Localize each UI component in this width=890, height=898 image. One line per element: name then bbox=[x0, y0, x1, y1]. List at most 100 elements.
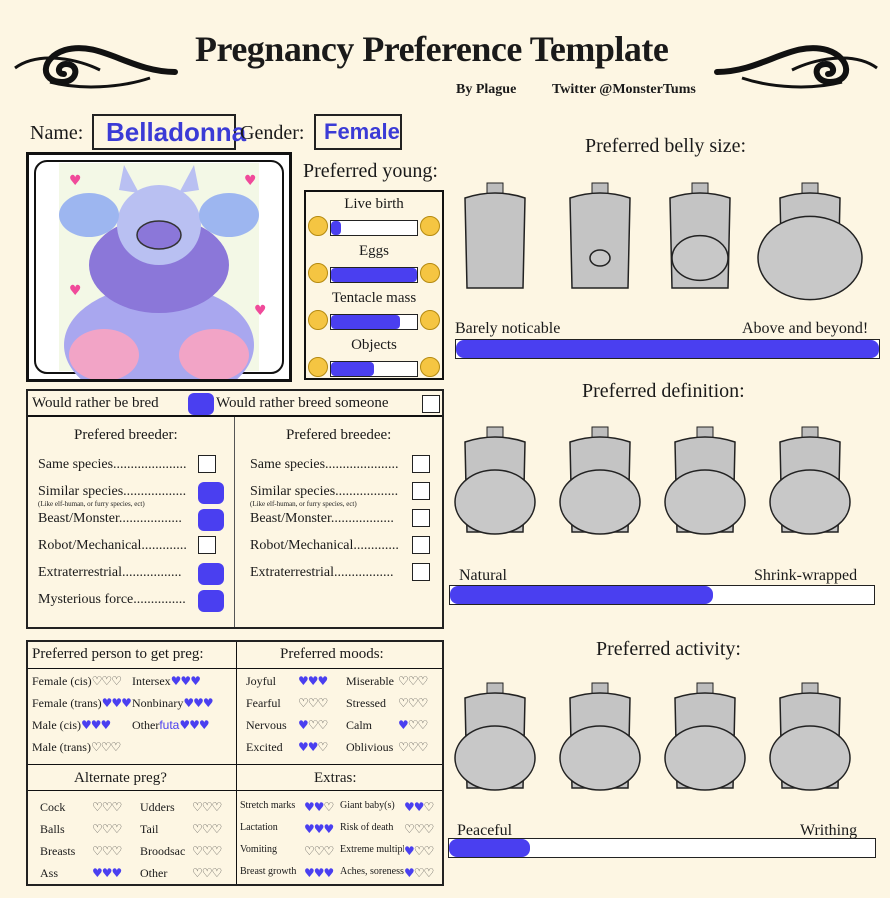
heart-icon: ♡ bbox=[413, 822, 425, 836]
heart-rating[interactable]: ♥♥♥ bbox=[304, 866, 334, 880]
heart-rating[interactable]: ♥♥♡ bbox=[298, 740, 328, 754]
young-preference-bar[interactable] bbox=[330, 361, 418, 377]
alternate-item-label: Breasts bbox=[40, 844, 76, 858]
torso-illustrations bbox=[454, 182, 863, 791]
heart-icon: ♡ bbox=[201, 822, 213, 836]
heart-rating[interactable]: ♡♡♡ bbox=[398, 674, 429, 688]
heart-icon: ♡ bbox=[101, 822, 113, 836]
young-preference-bar[interactable] bbox=[330, 220, 418, 236]
heart-icon: ♥ bbox=[398, 718, 409, 732]
checklist-checkbox[interactable] bbox=[412, 482, 430, 500]
heart-icon: ♡ bbox=[423, 822, 435, 836]
heart-rating[interactable]: ♡♡♡ bbox=[398, 740, 428, 754]
checklist-checkbox[interactable] bbox=[198, 482, 224, 504]
heart-rating[interactable]: ♡♡♡ bbox=[192, 844, 222, 858]
heart-icon: ♥ bbox=[298, 674, 309, 688]
heart-icon: ♡ bbox=[111, 844, 123, 858]
heart-rating[interactable]: ♥♥♥ bbox=[92, 866, 122, 880]
page-title: Pregnancy Preference Template bbox=[195, 29, 669, 69]
svg-text:♥: ♥ bbox=[69, 283, 82, 299]
young-preference-bar[interactable] bbox=[330, 267, 418, 283]
heart-icon: ♥ bbox=[193, 696, 204, 710]
heart-icon: ♡ bbox=[417, 674, 429, 688]
belly-size-slider[interactable] bbox=[455, 339, 880, 359]
activity-slider[interactable] bbox=[448, 838, 876, 858]
heart-rating[interactable]: ♥♥♥ bbox=[81, 718, 112, 732]
heart-rating[interactable]: ♥♥♥ bbox=[179, 718, 209, 732]
checklist-checkbox[interactable] bbox=[412, 536, 430, 554]
heart-icon: ♥ bbox=[313, 822, 325, 836]
name-field[interactable]: Belladonna bbox=[92, 114, 246, 150]
heart-icon: ♡ bbox=[304, 844, 315, 858]
checklist-checkbox[interactable] bbox=[198, 590, 224, 612]
heart-rating[interactable]: ♡♡♡ bbox=[92, 674, 122, 688]
checklist-checkbox[interactable] bbox=[198, 455, 216, 473]
character-portrait: ♥ ♥ ♥ ♥ bbox=[26, 152, 292, 405]
heart-icon: ♡ bbox=[101, 800, 113, 814]
heart-rating[interactable]: ♡♡♡ bbox=[92, 844, 123, 858]
alternate-item: Cock ♡♡♡ bbox=[40, 800, 122, 815]
heart-rating[interactable]: ♡♡♡ bbox=[92, 800, 122, 814]
similar-species-note: (Like elf-human, or furry species, ect) bbox=[38, 500, 145, 508]
belly-size-right-label: Above and beyond! bbox=[742, 320, 869, 337]
checklist-label: Extraterrestrial................. bbox=[250, 565, 394, 580]
gender-field[interactable]: Female bbox=[314, 114, 402, 150]
checklist-label: Mysterious force............... bbox=[38, 592, 186, 607]
heart-rating[interactable]: ♥♥♥ bbox=[304, 822, 334, 836]
heart-icon: ♡ bbox=[423, 844, 435, 858]
alternate-item: Tail ♡♡♡ bbox=[140, 822, 222, 837]
heart-icon: ♥ bbox=[202, 696, 214, 710]
checklist-checkbox[interactable] bbox=[412, 455, 430, 473]
heart-icon: ♡ bbox=[101, 844, 113, 858]
heart-rating[interactable]: ♡♡♡ bbox=[91, 740, 121, 754]
heart-rating[interactable]: ♡♡♡ bbox=[92, 822, 122, 836]
person-item-label: Intersex bbox=[132, 674, 171, 688]
heart-icon: ♥ bbox=[304, 866, 315, 880]
checklist-checkbox[interactable] bbox=[198, 509, 224, 531]
checklist-checkbox[interactable] bbox=[412, 563, 430, 581]
heart-eyes-icon bbox=[420, 263, 440, 283]
young-preference-bar[interactable] bbox=[330, 314, 418, 330]
heart-rating[interactable]: ♥♡♡ bbox=[404, 844, 435, 858]
extras-item: Vomiting ♡♡♡ bbox=[240, 844, 334, 858]
heart-icon: ♡ bbox=[307, 718, 319, 732]
heart-icon: ♡ bbox=[317, 718, 329, 732]
torso-figure bbox=[464, 182, 526, 289]
checklist-label: Similar species.................. bbox=[250, 484, 399, 499]
heart-rating[interactable]: ♥♡♡ bbox=[404, 866, 434, 880]
heart-icon: ♡ bbox=[192, 800, 203, 814]
checklist-checkbox[interactable] bbox=[198, 536, 216, 554]
heart-rating[interactable]: ♥♥♥ bbox=[298, 674, 328, 688]
heart-rating[interactable]: ♥♡♡ bbox=[298, 718, 329, 732]
heart-icon: ♡ bbox=[413, 844, 425, 858]
checklist-checkbox[interactable] bbox=[412, 509, 430, 527]
heart-rating[interactable]: ♡♡♡ bbox=[404, 822, 435, 836]
heart-rating[interactable]: ♥♥♡ bbox=[304, 800, 334, 814]
heart-rating[interactable]: ♥♥♥ bbox=[183, 696, 214, 710]
heart-rating[interactable]: ♥♡♡ bbox=[398, 718, 428, 732]
would-be-bred-checkbox[interactable] bbox=[188, 393, 214, 415]
heart-rating[interactable]: ♥♥♡ bbox=[404, 800, 434, 814]
heart-rating[interactable]: ♡♡♡ bbox=[298, 696, 328, 710]
sick-face-icon bbox=[308, 216, 328, 236]
person-item: Otherfuta♥♥♥ bbox=[132, 718, 210, 733]
heart-rating[interactable]: ♡♡♡ bbox=[192, 822, 222, 836]
heart-rating[interactable]: ♡♡♡ bbox=[398, 696, 428, 710]
person-item-label: Male (cis) bbox=[32, 718, 81, 732]
would-breed-checkbox[interactable] bbox=[422, 395, 440, 413]
torso-figure bbox=[669, 182, 731, 289]
heart-icon: ♥ bbox=[179, 718, 190, 732]
heart-rating[interactable]: ♥♥♥ bbox=[102, 696, 132, 710]
heart-icon: ♥ bbox=[100, 718, 112, 732]
heart-rating[interactable]: ♡♡♡ bbox=[192, 800, 222, 814]
extras-item-label: Aches, soreness bbox=[340, 866, 404, 877]
definition-slider[interactable] bbox=[449, 585, 875, 605]
heart-rating[interactable]: ♥♥♥ bbox=[171, 674, 201, 688]
heart-rating[interactable]: ♡♡♡ bbox=[304, 844, 334, 858]
heart-rating[interactable]: ♡♡♡ bbox=[192, 866, 222, 880]
activity-right-label: Writhing bbox=[800, 822, 858, 839]
heart-eyes-icon bbox=[420, 357, 440, 377]
checklist-checkbox[interactable] bbox=[198, 563, 224, 585]
extras-item-label: Extreme multiples bbox=[340, 844, 404, 855]
torso-figure bbox=[757, 182, 863, 301]
